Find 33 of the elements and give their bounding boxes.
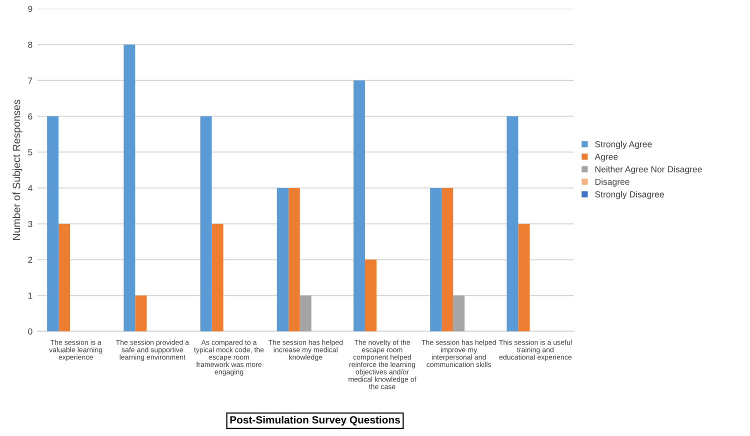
y-tick-label: 0 bbox=[28, 328, 32, 335]
legend-label: Neither Agree Nor Disagree bbox=[595, 166, 702, 174]
bar bbox=[506, 116, 518, 332]
bar bbox=[300, 296, 312, 332]
bar bbox=[212, 224, 224, 332]
bar bbox=[354, 80, 365, 332]
y-tick-label: 9 bbox=[28, 6, 32, 12]
bar bbox=[200, 116, 212, 332]
y-tick-label: 5 bbox=[28, 149, 32, 156]
y-tick-label: 2 bbox=[28, 256, 32, 263]
bar bbox=[135, 296, 147, 332]
x-axis-title: Post-Simulation Survey Questions bbox=[230, 416, 400, 426]
bar bbox=[47, 116, 59, 332]
bar bbox=[58, 224, 70, 332]
legend-label: Strongly Agree bbox=[595, 140, 652, 150]
legend-label: Strongly Disagree bbox=[595, 191, 664, 200]
legend-label: Agree bbox=[594, 154, 618, 162]
bar bbox=[124, 44, 136, 332]
bar bbox=[288, 188, 300, 332]
y-tick-label: 7 bbox=[28, 78, 32, 84]
y-axis-title: Number of Subject Responses bbox=[12, 100, 22, 240]
y-tick-label: 8 bbox=[28, 42, 32, 48]
y-tick-label: 6 bbox=[28, 113, 32, 120]
bar bbox=[518, 224, 530, 332]
bar bbox=[453, 296, 465, 332]
y-tick-label: 1 bbox=[28, 292, 32, 299]
bar bbox=[430, 188, 442, 332]
bar bbox=[442, 188, 454, 332]
y-tick-label: 3 bbox=[28, 220, 32, 228]
bar bbox=[364, 260, 376, 332]
legend-label: Disagree bbox=[595, 178, 630, 187]
bar bbox=[276, 188, 288, 332]
y-tick-label: 4 bbox=[28, 185, 32, 192]
